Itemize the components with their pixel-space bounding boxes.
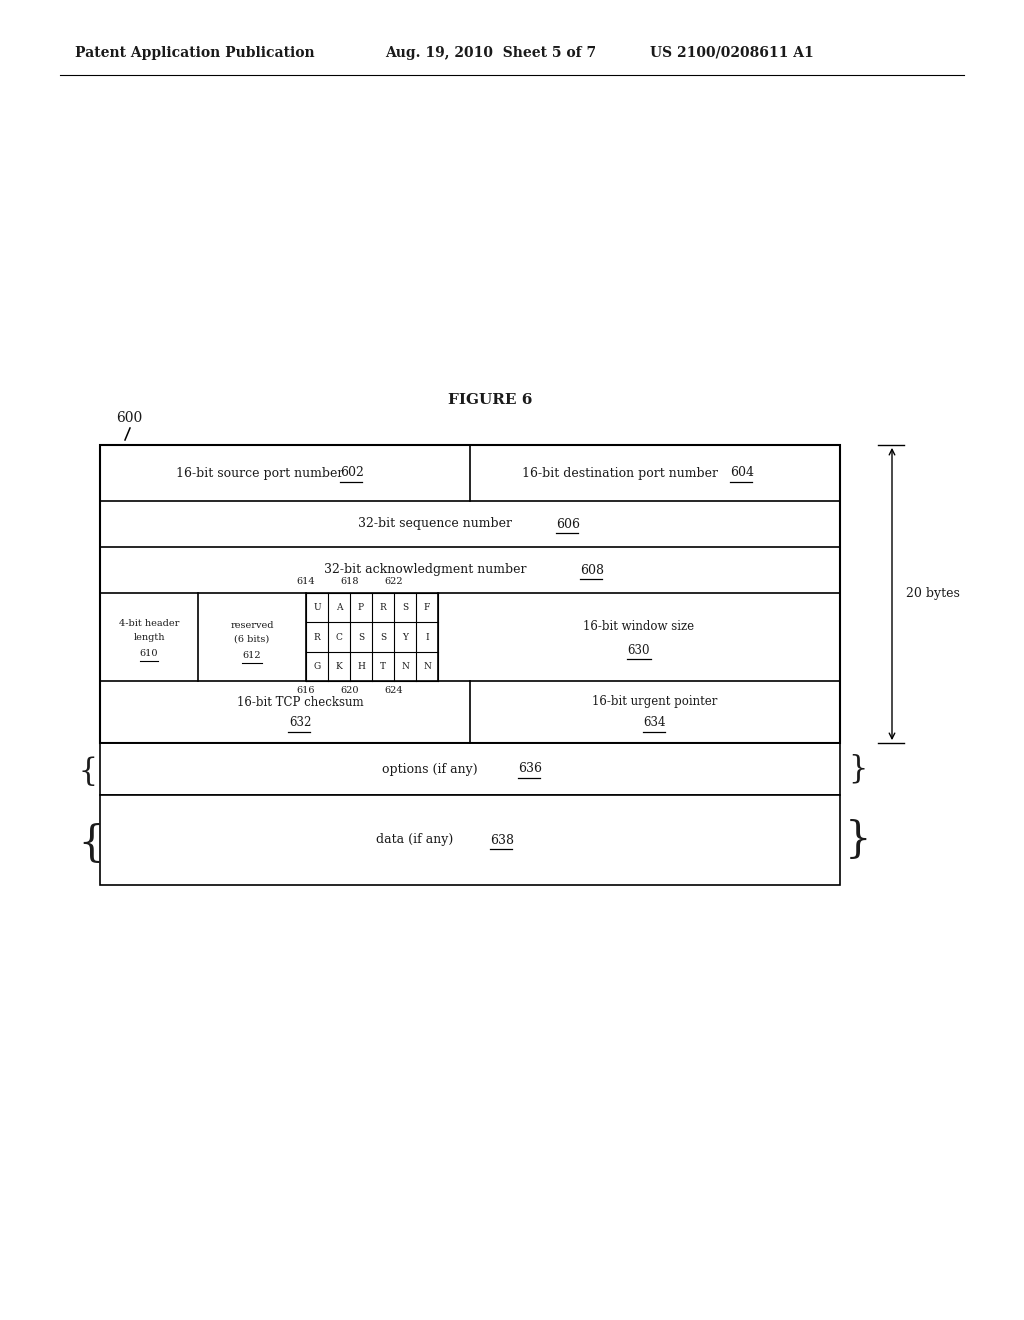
Text: 636: 636 [518, 763, 542, 776]
Text: length: length [133, 632, 165, 642]
Text: N: N [401, 661, 409, 671]
Text: 600: 600 [116, 411, 142, 425]
Text: 618: 618 [341, 577, 359, 586]
Bar [100, 743, 840, 795]
Text: 622: 622 [385, 577, 403, 586]
Text: data (if any): data (if any) [377, 833, 454, 846]
Text: H: H [357, 661, 365, 671]
Text: FIGURE 6: FIGURE 6 [447, 393, 532, 407]
Text: K: K [336, 661, 342, 671]
Text: reserved: reserved [230, 620, 273, 630]
Text: (6 bits): (6 bits) [234, 635, 269, 644]
Bar [100, 445, 840, 743]
Text: 602: 602 [340, 466, 364, 479]
Text: 614: 614 [297, 577, 315, 586]
Text: 16-bit urgent pointer: 16-bit urgent pointer [592, 696, 718, 709]
Bar [100, 795, 840, 884]
Text: 630: 630 [628, 644, 650, 656]
Text: A: A [336, 603, 342, 612]
Text: I: I [425, 632, 429, 642]
Text: 612: 612 [243, 651, 261, 660]
Text: P: P [358, 603, 365, 612]
Text: U: U [313, 603, 321, 612]
Text: 604: 604 [730, 466, 754, 479]
Text: 634: 634 [644, 715, 667, 729]
Text: 4-bit header: 4-bit header [119, 619, 179, 627]
Text: 16-bit window size: 16-bit window size [584, 620, 694, 634]
Text: 606: 606 [556, 517, 580, 531]
Text: 624: 624 [385, 686, 403, 696]
Text: F: F [424, 603, 430, 612]
Text: T: T [380, 661, 386, 671]
Text: S: S [380, 632, 386, 642]
Text: S: S [358, 632, 365, 642]
Text: N: N [423, 661, 431, 671]
Text: Y: Y [402, 632, 408, 642]
Text: 620: 620 [341, 686, 359, 696]
Text: Patent Application Publication: Patent Application Publication [75, 46, 314, 59]
Text: 16-bit source port number: 16-bit source port number [176, 466, 344, 479]
Text: 616: 616 [297, 686, 315, 696]
Text: R: R [313, 632, 321, 642]
Text: }: } [845, 818, 871, 861]
Text: 638: 638 [490, 833, 514, 846]
Text: S: S [402, 603, 408, 612]
Text: 32-bit acknowledgment number: 32-bit acknowledgment number [324, 564, 526, 577]
Text: 610: 610 [139, 648, 159, 657]
Text: }: } [69, 818, 95, 861]
Text: R: R [380, 603, 386, 612]
Text: options (if any): options (if any) [382, 763, 478, 776]
Text: G: G [313, 661, 321, 671]
Text: }: } [73, 754, 92, 784]
Text: 32-bit sequence number: 32-bit sequence number [358, 517, 512, 531]
Text: 20 bytes: 20 bytes [906, 587, 959, 601]
Text: 608: 608 [580, 564, 604, 577]
Text: 16-bit destination port number: 16-bit destination port number [522, 466, 718, 479]
Text: Aug. 19, 2010  Sheet 5 of 7: Aug. 19, 2010 Sheet 5 of 7 [385, 46, 596, 59]
Text: US 2100/0208611 A1: US 2100/0208611 A1 [650, 46, 814, 59]
Text: 632: 632 [289, 715, 311, 729]
Text: 16-bit TCP checksum: 16-bit TCP checksum [237, 696, 364, 709]
Text: C: C [336, 632, 342, 642]
Text: }: } [848, 754, 867, 784]
